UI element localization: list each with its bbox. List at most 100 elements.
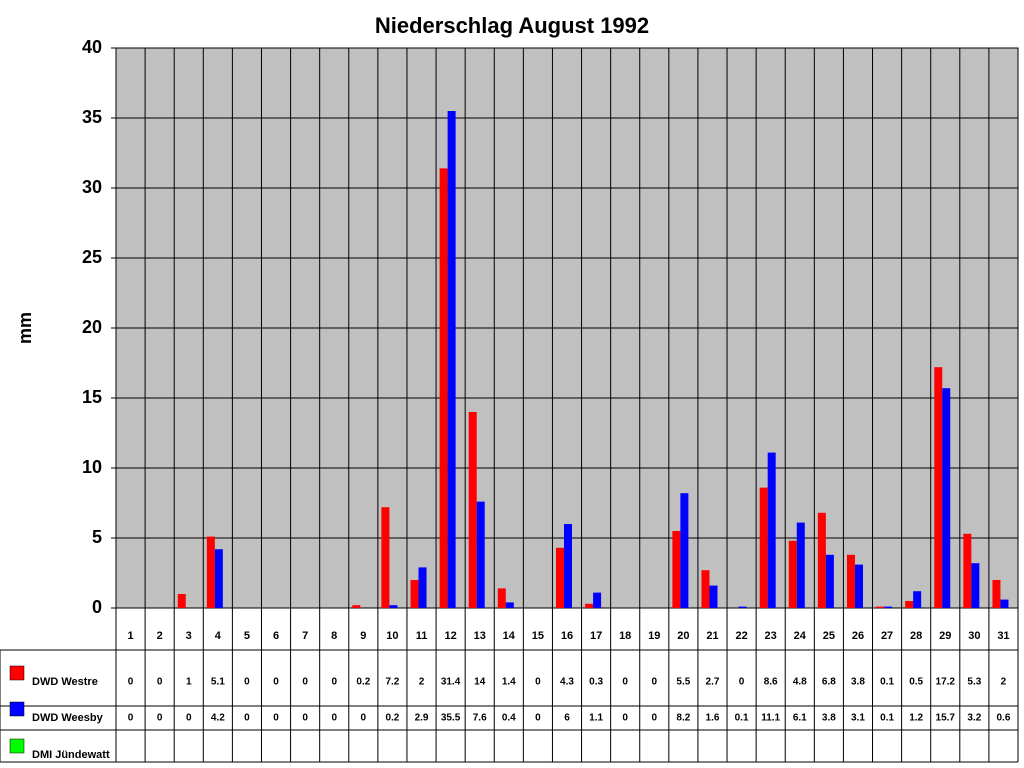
table-value: 35.5 — [441, 713, 461, 724]
bar — [497, 588, 506, 608]
table-value: 4.2 — [211, 713, 225, 724]
table-value: 1.2 — [909, 713, 923, 724]
bar — [352, 605, 361, 608]
x-tick-label: 16 — [561, 630, 573, 642]
bar — [447, 111, 456, 608]
bar — [796, 522, 805, 608]
bar — [884, 606, 893, 608]
table-value: 0 — [331, 713, 337, 724]
bar — [788, 540, 797, 608]
x-tick-label: 8 — [331, 630, 337, 642]
table-value: 0 — [302, 677, 308, 688]
table-value: 0.1 — [880, 677, 894, 688]
x-tick-label: 11 — [416, 630, 428, 642]
table-value: 0 — [652, 677, 658, 688]
table-value: 2 — [419, 677, 425, 688]
bar — [585, 603, 594, 608]
table-value: 0 — [361, 713, 367, 724]
x-tick-label: 29 — [939, 630, 951, 642]
x-tick-label: 18 — [619, 630, 631, 642]
x-tick-label: 23 — [765, 630, 777, 642]
y-axis-label: mm — [15, 312, 35, 344]
bar — [505, 602, 514, 608]
table-value: 0.2 — [356, 677, 370, 688]
legend-label: DWD Westre — [32, 676, 98, 688]
bar — [846, 554, 855, 608]
table-value: 8.2 — [676, 713, 690, 724]
table-value: 0 — [273, 713, 279, 724]
bar — [709, 585, 718, 608]
table-value: 1.1 — [589, 713, 603, 724]
y-tick-label: 0 — [92, 597, 102, 617]
bar — [701, 570, 710, 608]
x-tick-label: 25 — [823, 630, 835, 642]
legend-swatch — [9, 701, 25, 717]
table-value: 0.1 — [735, 713, 749, 724]
table-value: 0 — [331, 677, 337, 688]
bar — [825, 554, 834, 608]
table-value: 6.1 — [793, 713, 807, 724]
y-tick-label: 5 — [92, 527, 102, 547]
table-value: 0 — [128, 713, 134, 724]
table-value: 5.5 — [676, 677, 690, 688]
x-tick-label: 26 — [852, 630, 864, 642]
table-value: 0 — [739, 677, 745, 688]
legend-label: DMI Jündewatt — [32, 749, 110, 761]
table-value: 7.2 — [385, 677, 399, 688]
x-tick-label: 13 — [474, 630, 486, 642]
table-value: 0 — [622, 713, 628, 724]
x-tick-label: 7 — [302, 630, 308, 642]
table-value: 17.2 — [936, 677, 956, 688]
table-value: 7.6 — [473, 713, 487, 724]
table-value: 3.2 — [967, 713, 981, 724]
bar — [905, 601, 914, 608]
bar — [672, 531, 681, 608]
table-value: 5.3 — [967, 677, 981, 688]
x-tick-label: 31 — [997, 630, 1009, 642]
x-tick-label: 24 — [794, 630, 807, 642]
table-value: 5.1 — [211, 677, 225, 688]
bar — [942, 388, 951, 608]
table-value: 0 — [622, 677, 628, 688]
table-value: 0 — [302, 713, 308, 724]
table-value: 2.7 — [706, 677, 720, 688]
y-tick-label: 40 — [82, 37, 102, 57]
bar — [206, 536, 215, 608]
x-tick-label: 19 — [648, 630, 660, 642]
bar — [738, 606, 747, 608]
x-tick-label: 27 — [881, 630, 893, 642]
table-value: 15.7 — [936, 713, 956, 724]
table-value: 0 — [157, 677, 163, 688]
bar — [817, 512, 826, 608]
bar — [177, 594, 186, 608]
bar — [876, 606, 885, 608]
x-tick-label: 15 — [532, 630, 544, 642]
x-tick-label: 14 — [503, 630, 516, 642]
table-value: 14 — [474, 677, 486, 688]
bar — [468, 412, 477, 608]
bar — [418, 567, 427, 608]
y-tick-label: 15 — [82, 387, 102, 407]
bar — [992, 580, 1001, 608]
bar — [971, 563, 980, 608]
table-value: 0 — [157, 713, 163, 724]
bar — [439, 168, 448, 608]
table-value: 1.6 — [706, 713, 720, 724]
y-tick-label: 20 — [82, 317, 102, 337]
bar — [214, 549, 223, 608]
x-tick-label: 17 — [590, 630, 602, 642]
x-tick-label: 20 — [677, 630, 689, 642]
table-value: 0 — [273, 677, 279, 688]
table-value: 0.4 — [502, 713, 516, 724]
bar — [476, 501, 485, 608]
legend-swatch — [9, 665, 25, 681]
x-tick-label: 12 — [444, 630, 456, 642]
x-tick-label: 28 — [910, 630, 922, 642]
x-tick-label: 3 — [186, 630, 192, 642]
table-value: 6 — [564, 713, 570, 724]
table-value: 31.4 — [441, 677, 461, 688]
y-tick-label: 30 — [82, 177, 102, 197]
legend-swatch — [9, 738, 25, 754]
bar — [963, 533, 972, 608]
